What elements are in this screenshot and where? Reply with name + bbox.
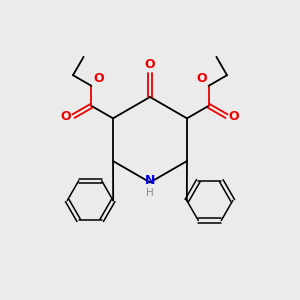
Text: H: H xyxy=(146,188,154,198)
Text: O: O xyxy=(196,72,207,85)
Text: N: N xyxy=(145,174,155,188)
Text: O: O xyxy=(61,110,71,123)
Text: O: O xyxy=(229,110,239,123)
Text: O: O xyxy=(93,72,104,85)
Text: O: O xyxy=(145,58,155,71)
